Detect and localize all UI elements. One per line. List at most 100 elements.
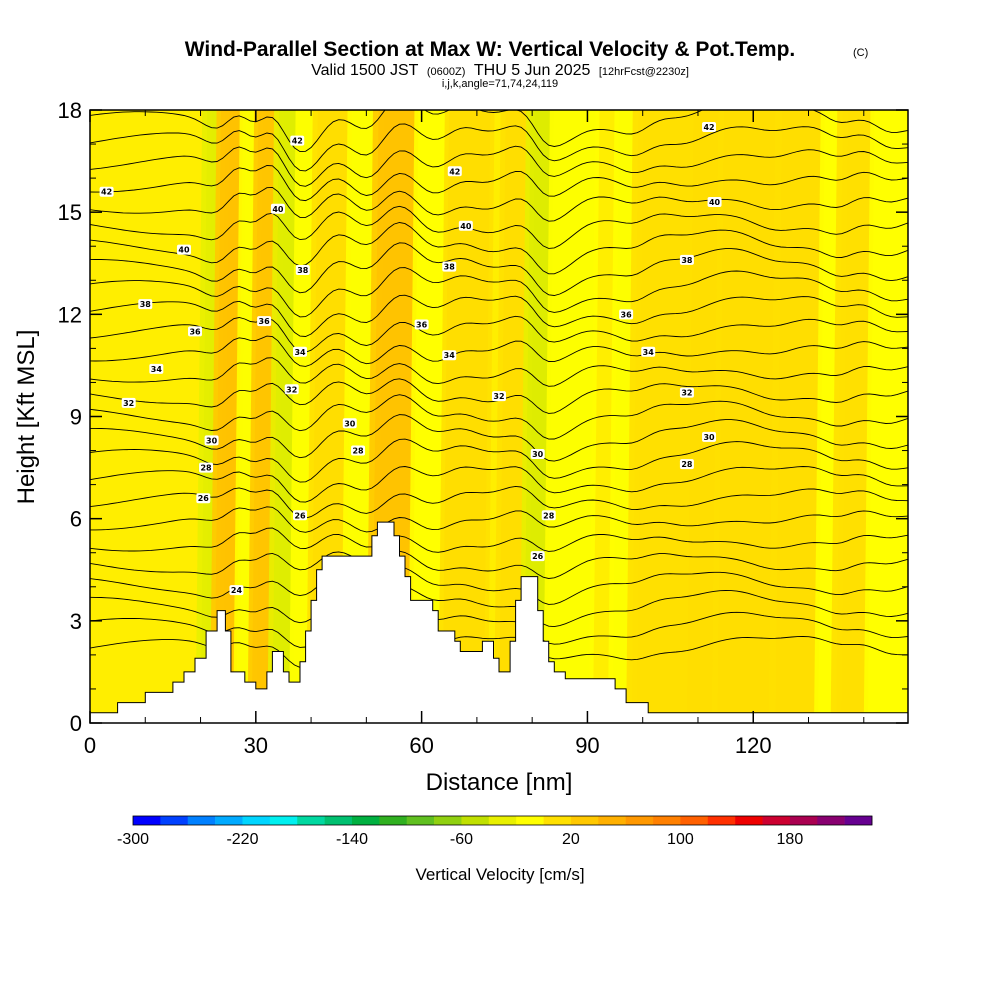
valid-date: THU 5 Jun 2025 (474, 62, 591, 79)
velocity-band (711, 110, 785, 723)
contour-label-text: 36 (621, 310, 633, 319)
y-tick-label: 18 (58, 98, 82, 123)
contour-label-text: 42 (101, 188, 112, 197)
contour-label-text: 38 (140, 300, 152, 309)
contour-label: 34 (149, 363, 164, 374)
colorbar-swatch (297, 816, 325, 825)
contour-label: 40 (270, 203, 285, 214)
contour-label: 28 (541, 510, 556, 521)
contour-label: 42 (447, 166, 462, 177)
colorbar-swatch (461, 816, 490, 825)
contour-label-text: 40 (272, 205, 284, 214)
contour-label-text: 28 (352, 447, 364, 456)
colorbar-swatch (160, 816, 189, 825)
theta-contour (90, 586, 908, 628)
contour-label-text: 30 (532, 450, 544, 459)
contour-label-bg (293, 510, 308, 521)
contour-label-text: 32 (681, 389, 692, 398)
contour-label-bg (541, 510, 556, 521)
contour-label: 34 (293, 346, 308, 357)
contour-label-bg (257, 316, 272, 327)
contour-label-text: 30 (703, 433, 715, 442)
contour-label-bg (351, 445, 366, 456)
colorbar-swatch (625, 816, 654, 825)
y-tick-label: 6 (70, 507, 82, 532)
contour-label-bg (530, 551, 545, 562)
contour-label-text: 32 (493, 392, 504, 401)
colorbar-swatch (653, 816, 681, 825)
theta-contour (90, 267, 908, 318)
contour-label-bg (138, 299, 153, 310)
theta-contour (90, 123, 908, 172)
contour-label-text: 40 (460, 222, 472, 231)
contour-label-text: 26 (294, 511, 306, 520)
contour-label-text: 42 (449, 167, 460, 176)
contour-label-bg (270, 203, 285, 214)
contour-label: 30 (702, 431, 717, 442)
colorbar-swatch (133, 816, 161, 825)
contour-label: 30 (530, 448, 545, 459)
contour-label-bg (229, 585, 244, 596)
theta-contour (90, 357, 908, 387)
theta-contour (90, 466, 908, 503)
contour-label-text: 26 (532, 552, 544, 561)
contour-label: 26 (530, 551, 545, 562)
contour-label-bg (196, 493, 211, 504)
y-tick-label: 0 (70, 711, 82, 736)
colorbar-frame (132, 815, 873, 826)
contour-label-text: 32 (123, 399, 134, 408)
valid-utc: (0600Z) (427, 66, 466, 78)
colorbar-label: Vertical Velocity [cm/s] (415, 865, 584, 884)
contour-label: 26 (196, 493, 211, 504)
x-axis-label: Distance [nm] (426, 769, 573, 796)
theta-contour (90, 186, 908, 222)
contour-label: 36 (414, 319, 429, 330)
contour-label-bg (99, 186, 114, 197)
contour-label: 42 (99, 186, 114, 197)
copyright-mark: (C) (853, 47, 868, 59)
contour-label: 32 (679, 387, 694, 398)
contour-label-bg (290, 135, 305, 146)
x-tick-label: 120 (735, 733, 772, 758)
colorbar-tick-label: 20 (562, 831, 580, 848)
y-tick-label: 12 (58, 302, 82, 327)
theta-contour (90, 205, 908, 249)
contour-label-bg (176, 244, 191, 255)
contour-label-text: 34 (294, 348, 306, 357)
colorbar-swatch (817, 816, 845, 825)
theta-contour (90, 394, 908, 440)
contour-label-bg (702, 122, 717, 133)
contour-label-text: 28 (543, 511, 555, 520)
contour-label: 28 (351, 445, 366, 456)
theta-contour (90, 438, 908, 483)
theta-contour (90, 335, 908, 367)
colorbar-swatch (434, 816, 462, 825)
contour-label-bg (619, 309, 634, 320)
colorbar-tick-label: 100 (667, 831, 694, 848)
contour-label: 36 (619, 309, 634, 320)
contour-label: 32 (284, 384, 299, 395)
contour-label-bg (679, 387, 694, 398)
colorbar-swatch (488, 816, 517, 825)
contour-label-bg (149, 363, 164, 374)
contour-label: 36 (188, 326, 203, 337)
contour-label: 34 (442, 350, 457, 361)
contour-label-text: 36 (259, 317, 271, 326)
contour-label: 42 (290, 135, 305, 146)
colorbar-swatch (351, 816, 380, 825)
colorbar-swatch (324, 816, 353, 825)
contour-label-bg (442, 261, 457, 272)
contour-label-bg (492, 391, 506, 402)
colorbar-swatch (844, 816, 873, 825)
terrain-mask (90, 521, 908, 723)
theta-contour (90, 566, 908, 605)
contour-label-bg (204, 435, 219, 446)
theta-contour (90, 165, 908, 202)
contour-label-bg (447, 166, 462, 177)
colorbar-swatch (269, 816, 298, 825)
colorbar-swatch (762, 816, 791, 825)
theta-contour (90, 110, 908, 153)
colorbar-swatch (789, 816, 818, 825)
contour-label-bg (414, 319, 429, 330)
colorbar-swatch (187, 816, 216, 825)
